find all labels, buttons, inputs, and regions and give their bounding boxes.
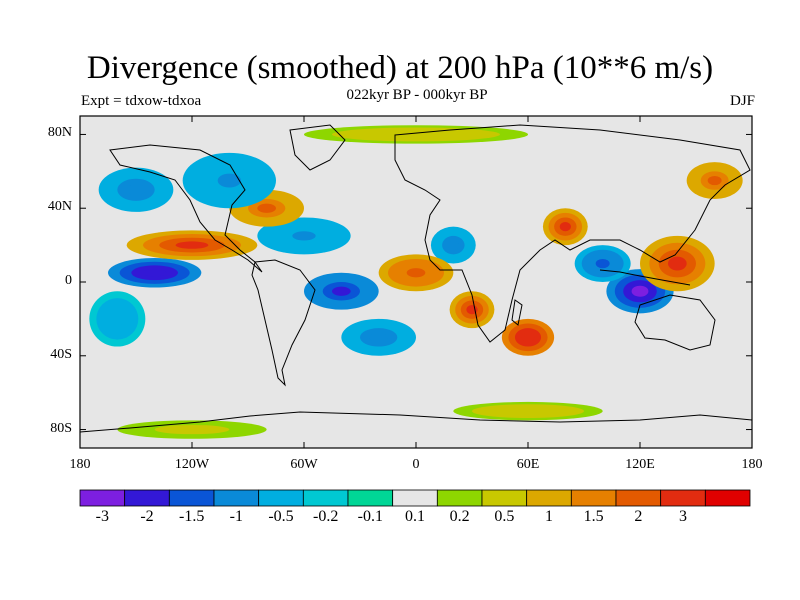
colorbar-label: 1 (545, 508, 553, 525)
field-feature (182, 152, 276, 209)
coastline-greenland (289, 124, 346, 171)
colorbar-swatch (436, 489, 483, 507)
colorbar-label: 2 (634, 508, 643, 525)
colorbar-label: -1 (229, 508, 243, 525)
field-contour (217, 173, 241, 188)
field-contour (332, 286, 351, 296)
x-tick-label: 180 (741, 457, 763, 472)
field-feature (304, 272, 379, 310)
field-feature (430, 226, 476, 264)
colorbar-swatch (79, 489, 126, 507)
field-feature (542, 208, 588, 246)
field-feature (117, 420, 267, 439)
field-feature (574, 245, 631, 282)
colorbar-label: 0.2 (449, 508, 470, 525)
field-contour (631, 285, 649, 297)
axis-ticks (79, 116, 753, 448)
field-feature (89, 291, 146, 347)
colorbar-label: 0.1 (405, 508, 425, 525)
coastline-south-america (251, 259, 316, 387)
coastline-indonesia (599, 269, 691, 286)
x-tick-label: 60E (516, 457, 540, 472)
field-contour (173, 427, 211, 432)
colorbar-label: -3 (95, 508, 109, 525)
colorbar-label: -2 (140, 508, 154, 525)
field-contour (707, 175, 722, 186)
divergence-field (89, 125, 743, 439)
colorbar-swatch (347, 489, 394, 507)
coastline-antarctica (80, 411, 752, 433)
field-feature (453, 401, 603, 421)
field-feature (449, 291, 495, 329)
colorbar-swatch (704, 489, 751, 507)
colorbar-swatch (570, 489, 617, 507)
colorbar-label: -0.1 (357, 508, 383, 525)
field-contour (521, 332, 535, 342)
colorbar-swatch (213, 489, 260, 507)
field-feature (341, 318, 416, 356)
colorbar-label: -1.5 (178, 508, 205, 525)
y-tick-label: 80N (47, 125, 72, 141)
field-feature (98, 167, 174, 212)
field-contour (559, 222, 571, 232)
x-tick-label: 0 (412, 457, 420, 472)
colorbar-swatch (481, 489, 528, 507)
coastline-australia (634, 294, 716, 351)
colorbar-label: 3 (679, 508, 687, 525)
colorbar-swatch (660, 489, 706, 507)
colorbar-swatch (168, 489, 215, 507)
field-feature (257, 217, 351, 255)
x-tick-label: 120E (625, 457, 655, 472)
field-contour (257, 203, 276, 213)
field-contour (406, 268, 426, 278)
experiment-label: Expt = tdxow-tdxoa (81, 93, 202, 109)
coastline-madagascar (511, 299, 523, 326)
season-label: DJF (729, 93, 755, 109)
field-feature (501, 318, 555, 356)
colorbar-swatch (258, 489, 304, 507)
colorbar-label: 0.5 (494, 508, 515, 525)
coastlines (80, 124, 752, 433)
field-contour (126, 184, 146, 196)
field-contour (388, 132, 444, 137)
colorbar-swatch (392, 489, 438, 507)
colorbar-swatch (615, 489, 662, 507)
chart-title: Divergence (smoothed) at 200 hPa (10**6 … (86, 50, 714, 86)
chart-subtitle: 022kyr BP - 000kyr BP (346, 87, 488, 103)
field-feature (378, 254, 454, 292)
field-feature (108, 258, 202, 288)
x-tick-label: 120W (174, 457, 210, 472)
field-contour (668, 256, 687, 271)
field-contour (175, 241, 209, 249)
x-tick-label: 60W (290, 457, 318, 472)
field-contour (509, 408, 547, 414)
coastline-north-america (109, 144, 263, 273)
field-feature (640, 235, 715, 292)
colorbar-swatch (526, 489, 572, 507)
field-feature (304, 125, 528, 144)
colorbar-label: -0.2 (312, 508, 339, 525)
field-contour (110, 311, 125, 326)
colorbar-swatch (302, 489, 349, 507)
y-tick-label: 0 (65, 273, 72, 288)
coastline-africa-eurasia (394, 124, 751, 343)
field-feature (686, 162, 743, 199)
y-tick-label: 40N (47, 199, 72, 215)
field-contour (447, 240, 459, 250)
field-contour (369, 332, 388, 342)
field-feature (126, 230, 258, 260)
colorbar-label: 1.5 (583, 508, 604, 525)
y-tick-label: 80S (50, 420, 72, 436)
field-contour (143, 269, 167, 277)
x-tick-label: 180 (69, 457, 91, 472)
field-contour (292, 231, 316, 241)
y-tick-label: 40S (50, 346, 72, 362)
colorbar-label: -0.5 (268, 508, 294, 525)
colorbar (79, 489, 751, 507)
field-contour (595, 258, 610, 269)
colorbar-swatch (124, 489, 170, 507)
